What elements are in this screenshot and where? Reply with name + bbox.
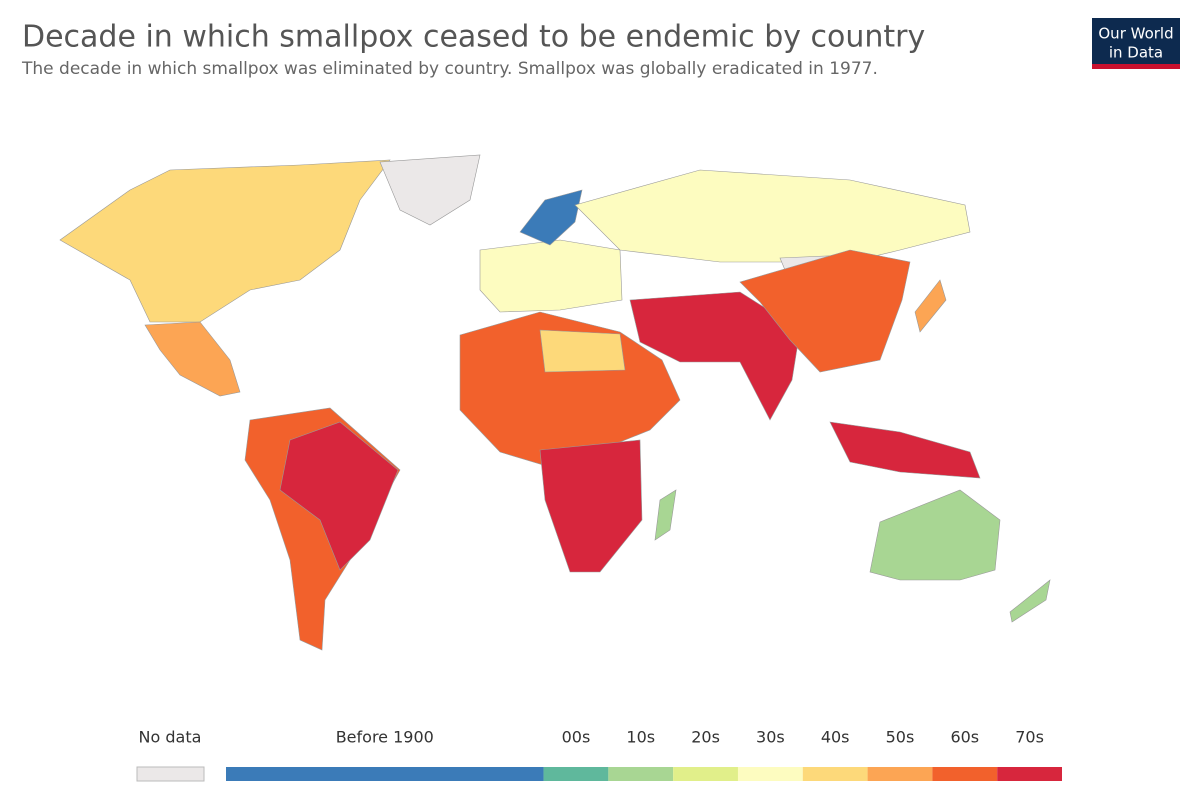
legend-label: No data xyxy=(139,728,202,747)
legend-label: 70s xyxy=(1015,728,1044,747)
legend-swatch xyxy=(608,767,674,781)
country-region xyxy=(574,169,971,263)
logo[interactable]: Our World in Data xyxy=(1092,18,1180,69)
country-region xyxy=(914,279,947,333)
country-region xyxy=(1009,579,1051,623)
legend-label: 30s xyxy=(756,728,785,747)
country-region xyxy=(144,321,241,397)
legend-swatch xyxy=(932,767,998,781)
country-region xyxy=(829,421,981,479)
legend-swatch xyxy=(997,767,1062,781)
country-region xyxy=(539,439,643,573)
legend-swatch xyxy=(867,767,933,781)
logo-accent xyxy=(1092,64,1180,69)
country-region xyxy=(479,239,623,313)
country-region xyxy=(869,489,1001,581)
legend-label: 50s xyxy=(886,728,915,747)
country-region xyxy=(279,421,399,571)
legend-label: 40s xyxy=(821,728,850,747)
country-region xyxy=(59,159,391,323)
legend-label: 60s xyxy=(950,728,979,747)
country-region xyxy=(379,154,481,226)
legend-swatch xyxy=(226,767,544,781)
country-region xyxy=(459,311,681,471)
country-region xyxy=(629,291,801,421)
subtitle: The decade in which smallpox was elimina… xyxy=(21,59,878,79)
legend-label: 10s xyxy=(626,728,655,747)
legend-swatch xyxy=(136,766,205,782)
country-region xyxy=(654,489,677,541)
legend-swatch xyxy=(673,767,738,781)
legend-label: Before 1900 xyxy=(336,728,434,747)
world-map xyxy=(59,154,1051,651)
legend-label: 20s xyxy=(691,728,720,747)
legend-swatch xyxy=(543,767,609,781)
title: Decade in which smallpox ceased to be en… xyxy=(22,20,925,55)
logo-text: Our World xyxy=(1098,25,1173,43)
legend: No data Before 1900 00s 10s 20s 30s 40s 50s 60s 7… xyxy=(136,728,1062,782)
legend-swatch xyxy=(737,767,803,781)
country-region xyxy=(739,249,911,373)
country-region xyxy=(519,189,583,246)
legend-label: 00s xyxy=(562,728,591,747)
country-region xyxy=(539,329,626,373)
legend-swatch xyxy=(802,767,868,781)
logo-box[interactable] xyxy=(1092,18,1180,66)
logo-text: in Data xyxy=(1109,44,1163,62)
